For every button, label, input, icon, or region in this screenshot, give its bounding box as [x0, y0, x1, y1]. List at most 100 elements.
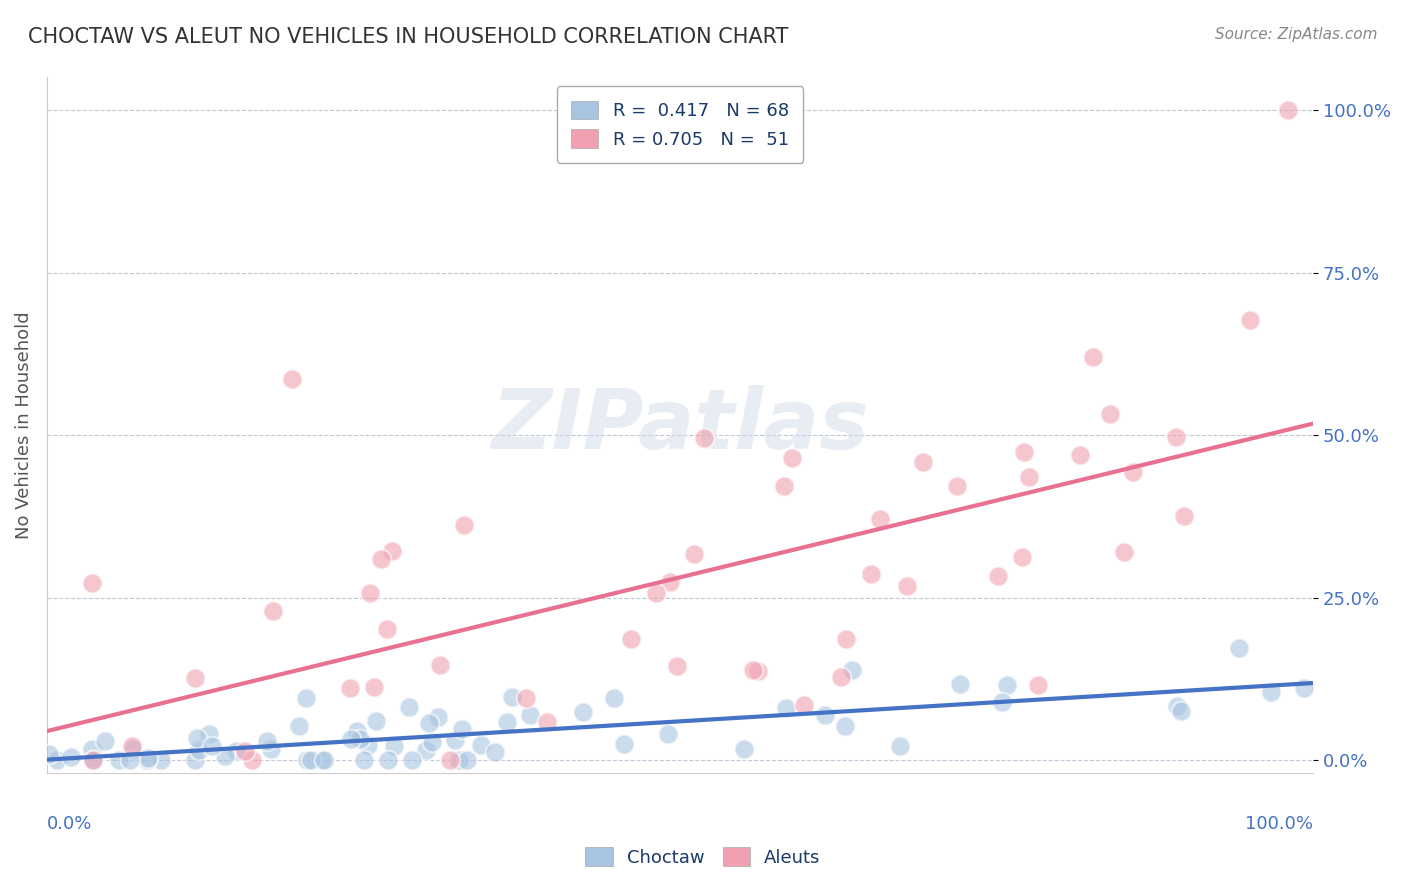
Point [375, 622, 398, 636]
Point [93, 734, 115, 748]
Point [340, 732, 363, 747]
Point [426, 710, 449, 724]
Point [188, 743, 211, 757]
Point [1018, 469, 1040, 483]
Point [366, 714, 388, 728]
Point [733, 741, 755, 756]
Point [1170, 704, 1192, 718]
Y-axis label: No Vehicles in Household: No Vehicles in Household [15, 311, 32, 539]
Point [46, 753, 69, 767]
Point [288, 719, 311, 733]
Point [501, 690, 523, 704]
Point [603, 690, 626, 705]
Point [201, 739, 224, 753]
Point [682, 547, 704, 561]
Point [149, 753, 172, 767]
Point [1069, 448, 1091, 462]
Point [197, 726, 219, 740]
Point [311, 753, 333, 767]
Point [314, 753, 336, 767]
Point [363, 680, 385, 694]
Point [1112, 545, 1135, 559]
Point [536, 715, 558, 730]
Point [470, 738, 492, 752]
Point [240, 753, 263, 767]
Point [860, 566, 883, 581]
Point [1011, 549, 1033, 564]
Point [443, 732, 465, 747]
Point [184, 753, 207, 767]
Point [659, 575, 682, 590]
Point [339, 681, 361, 696]
Point [946, 479, 969, 493]
Point [775, 700, 797, 714]
Point [447, 753, 470, 767]
Point [1260, 685, 1282, 699]
Point [357, 738, 380, 752]
Point [381, 544, 404, 558]
Point [1277, 103, 1299, 117]
Point [1081, 350, 1104, 364]
Point [519, 708, 541, 723]
Point [814, 708, 837, 723]
Point [1028, 678, 1050, 692]
Point [121, 742, 143, 756]
Point [1173, 509, 1195, 524]
Point [120, 753, 142, 767]
Point [484, 745, 506, 759]
Point [418, 716, 440, 731]
Point [439, 753, 461, 767]
Point [382, 739, 405, 753]
Point [1012, 445, 1035, 459]
Point [256, 733, 278, 747]
Point [657, 727, 679, 741]
Point [82, 753, 104, 767]
Point [281, 372, 304, 386]
Point [415, 743, 437, 757]
Point [451, 722, 474, 736]
Point [121, 739, 143, 754]
Point [38, 747, 60, 761]
Point [747, 664, 769, 678]
Legend: R =  0.417   N = 68, R = 0.705   N =  51: R = 0.417 N = 68, R = 0.705 N = 51 [557, 87, 803, 163]
Point [1122, 465, 1144, 479]
Point [692, 431, 714, 445]
Point [260, 742, 283, 756]
Point [515, 691, 537, 706]
Point [911, 455, 934, 469]
Point [995, 678, 1018, 692]
Point [82, 753, 104, 767]
Point [1098, 407, 1121, 421]
Text: CHOCTAW VS ALEUT NO VEHICLES IN HOUSEHOLD CORRELATION CHART: CHOCTAW VS ALEUT NO VEHICLES IN HOUSEHOL… [28, 27, 789, 46]
Point [183, 671, 205, 685]
Point [186, 731, 208, 746]
Point [1166, 698, 1188, 713]
Point [613, 737, 636, 751]
Point [359, 586, 381, 600]
Point [835, 632, 858, 647]
Point [233, 744, 256, 758]
Point [1292, 681, 1315, 695]
Legend: Choctaw, Aleuts: Choctaw, Aleuts [578, 840, 828, 874]
Point [645, 586, 668, 600]
Point [353, 753, 375, 767]
Point [991, 695, 1014, 709]
Point [987, 569, 1010, 583]
Point [896, 579, 918, 593]
Text: 100.0%: 100.0% [1246, 815, 1313, 833]
Point [136, 753, 159, 767]
Point [82, 576, 104, 591]
Text: 0.0%: 0.0% [46, 815, 93, 833]
Point [401, 753, 423, 767]
Point [869, 512, 891, 526]
Point [59, 749, 82, 764]
Point [262, 604, 284, 618]
Point [1229, 641, 1251, 656]
Point [741, 664, 763, 678]
Point [949, 677, 972, 691]
Point [214, 749, 236, 764]
Point [773, 479, 796, 493]
Point [453, 518, 475, 533]
Point [496, 714, 519, 729]
Point [780, 450, 803, 465]
